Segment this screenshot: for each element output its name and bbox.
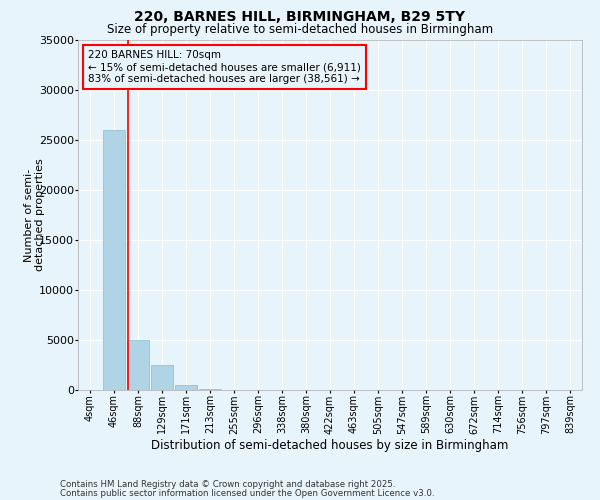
Text: Size of property relative to semi-detached houses in Birmingham: Size of property relative to semi-detach… <box>107 22 493 36</box>
X-axis label: Distribution of semi-detached houses by size in Birmingham: Distribution of semi-detached houses by … <box>151 439 509 452</box>
Bar <box>127 340 149 390</box>
Bar <box>103 130 125 390</box>
Bar <box>199 389 221 390</box>
Bar <box>151 365 173 390</box>
Text: Contains public sector information licensed under the Open Government Licence v3: Contains public sector information licen… <box>60 489 434 498</box>
Bar <box>175 385 197 390</box>
Y-axis label: Number of semi-
detached properties: Number of semi- detached properties <box>24 158 46 272</box>
Text: Contains HM Land Registry data © Crown copyright and database right 2025.: Contains HM Land Registry data © Crown c… <box>60 480 395 489</box>
Text: 220 BARNES HILL: 70sqm
← 15% of semi-detached houses are smaller (6,911)
83% of : 220 BARNES HILL: 70sqm ← 15% of semi-det… <box>88 50 361 84</box>
Text: 220, BARNES HILL, BIRMINGHAM, B29 5TY: 220, BARNES HILL, BIRMINGHAM, B29 5TY <box>134 10 466 24</box>
